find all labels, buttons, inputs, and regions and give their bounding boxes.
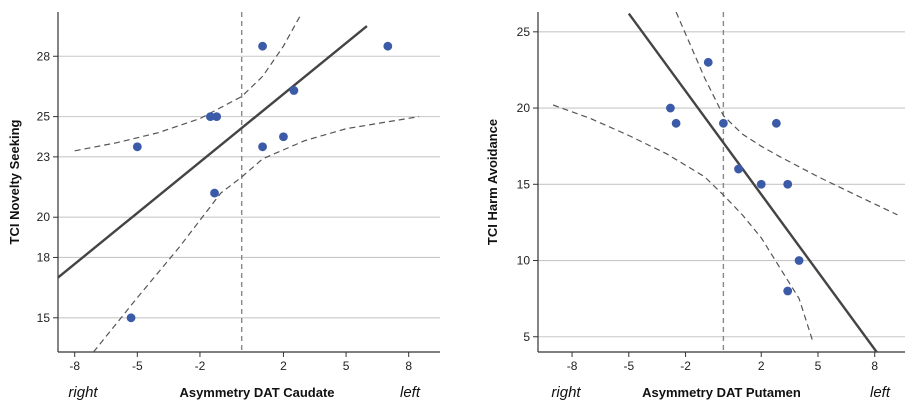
data-point — [210, 188, 219, 198]
data-point — [671, 118, 681, 128]
data-point — [703, 57, 713, 67]
y-axis-label: TCI Novelty Seeking — [7, 119, 22, 244]
x-tick-label: 5 — [815, 359, 822, 373]
data-point — [383, 41, 393, 51]
y-tick-label: 15 — [37, 311, 51, 325]
x-tick-label: 5 — [343, 359, 350, 373]
side-label-right: right — [551, 384, 581, 401]
data-point — [126, 313, 136, 323]
y-tick-label: 15 — [517, 177, 531, 191]
data-point — [212, 112, 222, 122]
x-tick-label: 8 — [405, 359, 412, 373]
y-tick-label: 10 — [517, 254, 531, 268]
x-tick-label: -5 — [623, 359, 634, 373]
y-tick-label: 23 — [37, 150, 51, 164]
data-point — [258, 142, 267, 152]
data-point — [783, 286, 793, 296]
side-label-left: left — [400, 384, 421, 401]
x-axis-label: Asymmetry DAT Putamen — [642, 385, 801, 400]
x-tick-label: 8 — [871, 359, 878, 373]
data-point — [132, 142, 142, 152]
ci-upper-curve — [74, 15, 301, 152]
plot-area — [58, 15, 420, 352]
data-point — [718, 118, 728, 128]
x-tick-label: -2 — [680, 359, 691, 373]
side-label-left: left — [870, 384, 891, 401]
ci-lower-curve — [552, 104, 813, 340]
data-point — [279, 132, 288, 142]
data-point — [289, 86, 299, 95]
data-point — [205, 112, 215, 122]
ci-upper-curve — [675, 12, 898, 216]
x-tick-label: -5 — [132, 359, 143, 373]
y-tick-label: 20 — [37, 210, 51, 224]
x-tick-label: 2 — [280, 359, 287, 373]
plot-area — [552, 12, 898, 352]
x-tick-label: -8 — [567, 359, 578, 373]
x-tick-label: -2 — [195, 359, 206, 373]
x-tick-label: 2 — [758, 359, 765, 373]
y-tick-label: 28 — [37, 49, 51, 63]
data-point — [794, 256, 804, 265]
y-tick-label: 5 — [523, 330, 530, 344]
y-tick-label: 20 — [517, 101, 531, 115]
data-point — [258, 41, 267, 51]
data-point — [756, 179, 766, 189]
y-tick-label: 25 — [37, 110, 51, 124]
y-axis-label: TCI Harm Avoidance — [485, 119, 500, 245]
x-tick-label: -8 — [69, 359, 80, 373]
data-point — [666, 103, 675, 113]
data-point — [734, 164, 743, 174]
y-tick-label: 18 — [37, 250, 51, 264]
regression-line — [58, 25, 368, 279]
x-axis-label: Asymmetry DAT Caudate — [179, 385, 334, 400]
regression-line — [627, 12, 878, 352]
side-label-right: right — [68, 384, 98, 401]
y-tick-label: 25 — [517, 25, 531, 39]
data-point — [783, 179, 793, 189]
ci-lower-curve — [93, 116, 420, 352]
data-point — [771, 118, 781, 128]
